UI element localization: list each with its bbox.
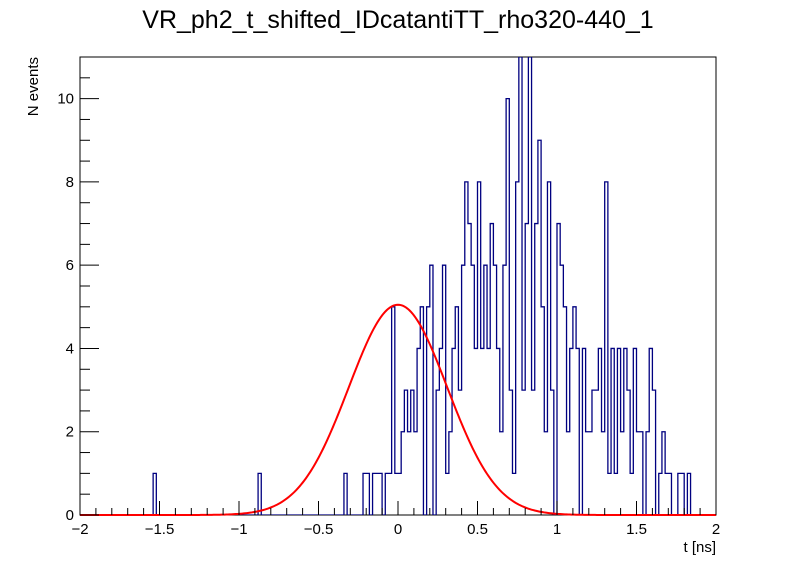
y-axis-label: N events <box>25 57 42 116</box>
y-tick-label: 0 <box>66 507 74 524</box>
y-tick-label: 8 <box>66 174 74 191</box>
x-tick-label: 2 <box>712 521 720 538</box>
chart-title: VR_ph2_t_shifted_IDcatantiTT_rho320-440_… <box>142 6 653 34</box>
fit-layer <box>80 303 716 516</box>
x-tick-label: 0 <box>394 521 402 538</box>
y-tick-label: 6 <box>66 257 74 274</box>
x-axis-label: t [ns] <box>683 539 716 556</box>
x-tick-label: −0.5 <box>304 521 334 538</box>
histogram-outline <box>80 57 716 515</box>
x-tick-label: −1.5 <box>145 521 175 538</box>
y-tick-label: 4 <box>66 340 74 357</box>
y-axis: 0 2 4 6 8 10 <box>57 56 99 524</box>
y-tick-label: 2 <box>66 424 74 441</box>
x-tick-label: 1.5 <box>626 521 647 538</box>
x-tick-label: 0.5 <box>467 521 488 538</box>
x-tick-label: −2 <box>71 521 88 538</box>
x-tick-label: 1 <box>553 521 561 538</box>
histogram-layer <box>80 57 716 515</box>
x-axis: −2 −1.5 −1 −0.5 0 0.5 1 1.5 2 <box>71 501 720 538</box>
plot-frame <box>79 56 717 516</box>
gaussian-fit-line <box>80 303 716 516</box>
x-tick-label: −1 <box>230 521 247 538</box>
y-tick-label: 10 <box>57 91 74 108</box>
